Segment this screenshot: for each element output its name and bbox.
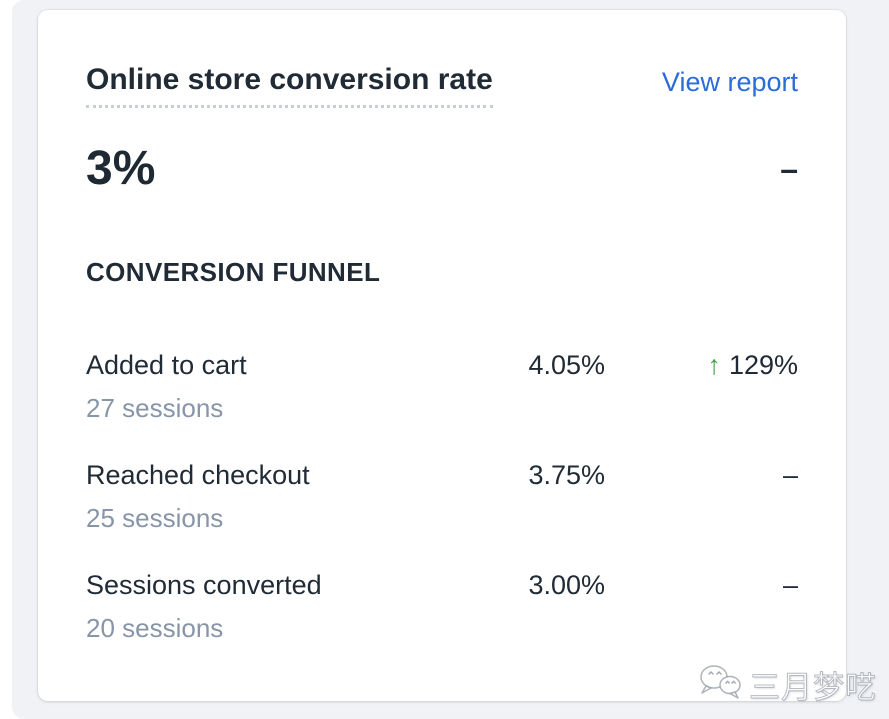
funnel-step-change-value: –: [782, 570, 798, 600]
section-header-conversion-funnel: CONVERSION FUNNEL: [86, 257, 381, 287]
metric-title[interactable]: Online store conversion rate: [86, 62, 493, 108]
funnel-row-added-to-cart: Added to cart 4.05% ↑ 129% 27 sessions: [86, 348, 798, 425]
funnel-step-rate: 3.75%: [528, 460, 605, 490]
funnel-step-change: –: [605, 458, 798, 492]
conversion-rate-card: Online store conversion rate View report…: [38, 10, 846, 701]
up-arrow-icon: ↑: [707, 350, 721, 380]
funnel-step-sessions: 25 sessions: [86, 503, 224, 533]
funnel-step-sessions: 27 sessions: [86, 393, 224, 423]
funnel-step-rate: 3.00%: [528, 570, 605, 600]
primary-metric-change: –: [780, 151, 798, 187]
funnel-step-sessions: 20 sessions: [86, 613, 224, 643]
primary-metric-row: 3% –: [86, 144, 798, 194]
funnel-step-change: –: [605, 568, 798, 602]
funnel-step-rate: 4.05%: [528, 350, 605, 380]
card-header: Online store conversion rate View report: [86, 62, 798, 108]
primary-metric-value: 3%: [86, 142, 156, 195]
funnel-row-sessions-converted: Sessions converted 3.00% – 20 sessions: [86, 568, 798, 645]
view-report-link[interactable]: View report: [661, 67, 798, 97]
funnel-list: Added to cart 4.05% ↑ 129% 27 sessions Re…: [86, 348, 798, 645]
funnel-step-change-value: –: [782, 460, 798, 490]
funnel-step-label: Added to cart: [86, 350, 247, 380]
funnel-step-change-value: 129%: [728, 350, 798, 380]
funnel-step-label: Sessions converted: [86, 570, 322, 600]
funnel-row-reached-checkout: Reached checkout 3.75% – 25 sessions: [86, 458, 798, 535]
funnel-step-label: Reached checkout: [86, 460, 310, 490]
funnel-step-change: ↑ 129%: [605, 348, 798, 382]
